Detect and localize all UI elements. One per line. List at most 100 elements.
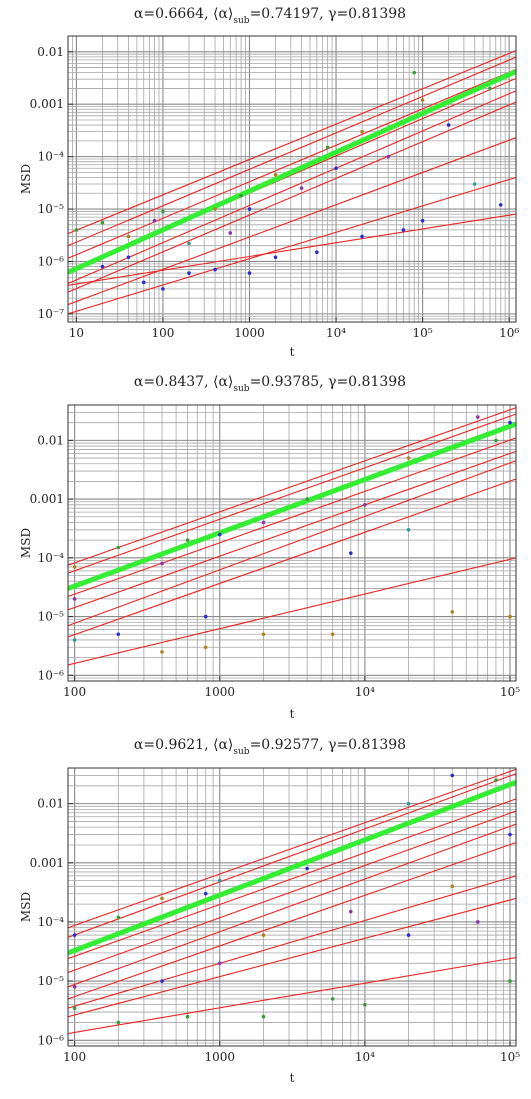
data-point	[406, 933, 411, 937]
data-point	[239, 193, 243, 198]
x-tick-label: 10⁴	[326, 326, 346, 340]
grid	[68, 768, 516, 1046]
y-tick-label: 0.01	[37, 433, 64, 447]
data-point	[420, 98, 425, 102]
data-point	[217, 961, 222, 966]
data-point	[401, 228, 406, 232]
fit-line	[68, 810, 516, 973]
data-point	[187, 241, 191, 246]
plot-area: 100 1000 10⁴ 10⁵ 10⁻⁶ 10⁻⁵ 10⁻⁴ 0.001 0.01	[30, 767, 520, 1064]
data-point	[100, 220, 105, 225]
data-point	[126, 255, 131, 260]
fit-line	[68, 842, 516, 1000]
fit-line	[68, 213, 516, 286]
y-tick-label: 0.001	[30, 492, 64, 506]
data-point	[72, 985, 77, 989]
y-tick-label: 10⁻⁴	[38, 150, 65, 164]
mean-fit-line	[68, 69, 516, 275]
data-point	[325, 145, 330, 150]
data-point	[185, 538, 190, 542]
x-tick-label: 100	[63, 685, 86, 699]
data-point	[160, 896, 164, 901]
data-point	[330, 997, 335, 1001]
fit-line	[68, 101, 516, 293]
y-tick-label: 10⁻⁵	[38, 202, 65, 216]
data-point	[475, 415, 480, 419]
data-point	[412, 70, 417, 75]
fit-line	[68, 413, 516, 574]
data-point	[203, 645, 208, 650]
y-tick-label: 10⁻⁶	[38, 668, 65, 682]
data-point	[305, 866, 309, 871]
data-point	[315, 250, 319, 255]
x-tick-label: 1000	[204, 685, 235, 699]
data-point	[185, 1014, 190, 1019]
data-point	[498, 203, 503, 207]
y-axis-label: MSD	[19, 164, 33, 194]
y-tick-label: 10⁻⁴	[38, 551, 65, 565]
x-tick-label: 100	[151, 326, 174, 340]
data-point	[228, 231, 233, 235]
y-tick-label: 10⁻⁴	[38, 915, 65, 929]
data-point	[100, 264, 105, 269]
chart-title: α=0.6664, ⟨α⟩sub=0.74197, γ=0.81398	[134, 6, 406, 26]
data-point	[406, 801, 411, 806]
y-tick-label: 10⁻⁶	[38, 254, 65, 268]
x-axis-label: t	[290, 1071, 295, 1085]
fit-line	[68, 50, 516, 235]
grid	[68, 405, 516, 681]
y-tick-label: 10⁻⁶	[38, 1033, 65, 1047]
y-tick-label: 0.01	[37, 797, 64, 811]
x-tick-label: 10⁶	[499, 326, 519, 340]
data-point	[508, 420, 512, 425]
fit-line	[68, 478, 516, 638]
plot-area: 10 100 1000 10⁴ 10⁵ 10⁶ 10⁻⁷ 10⁻⁶ 10⁻⁵ 10⁻⁴ 0.001 0…	[30, 35, 519, 340]
data-point	[213, 207, 217, 211]
x-tick-label: 10⁴	[355, 1050, 375, 1064]
data-point	[161, 209, 165, 214]
data-point	[273, 172, 278, 177]
chart-panel-2: α=0.8437, ⟨α⟩sub=0.93785, γ=0.81398 100 1…	[19, 374, 520, 721]
y-tick-label: 10⁻⁵	[38, 974, 65, 988]
data-point	[247, 271, 252, 275]
data-point	[116, 915, 121, 920]
x-tick-label: 10⁴	[355, 685, 375, 699]
data-point	[349, 909, 353, 914]
data-point	[472, 182, 477, 186]
fit-line	[68, 176, 516, 315]
data-point	[299, 186, 304, 190]
chart-panel-1: α=0.6664, ⟨α⟩sub=0.74197, γ=0.81398 10 10…	[19, 6, 519, 359]
x-axis-label: t	[290, 707, 295, 721]
fit-line	[68, 437, 516, 597]
data-point	[161, 287, 165, 291]
plot-background	[68, 768, 516, 1046]
data-point	[508, 832, 512, 837]
mean-fit-line	[68, 421, 516, 591]
fit-line	[68, 875, 516, 1009]
y-tick-label: 0.01	[37, 45, 64, 59]
data-point	[261, 1014, 266, 1019]
data-point	[72, 597, 77, 601]
data-point	[72, 933, 77, 937]
data-point	[72, 1006, 77, 1010]
plot-frame	[67, 767, 517, 1047]
series-group	[68, 768, 516, 1035]
y-tick-label: 0.001	[30, 97, 64, 111]
series-group	[68, 50, 516, 315]
data-point	[273, 255, 278, 260]
fit-line	[68, 798, 516, 960]
chart-title: α=0.8437, ⟨α⟩sub=0.93785, γ=0.81398	[134, 374, 406, 394]
fit-line	[68, 450, 516, 611]
x-tick-label: 1000	[204, 1050, 235, 1064]
data-point	[126, 234, 131, 239]
x-tick-label: 10⁵	[413, 326, 433, 340]
x-tick-label: 1000	[234, 326, 265, 340]
data-point	[217, 878, 222, 883]
data-point	[261, 933, 266, 937]
data-point	[494, 778, 498, 782]
data-point	[203, 614, 208, 619]
data-point	[508, 979, 512, 983]
data-point	[213, 267, 217, 272]
data-point	[360, 234, 364, 239]
